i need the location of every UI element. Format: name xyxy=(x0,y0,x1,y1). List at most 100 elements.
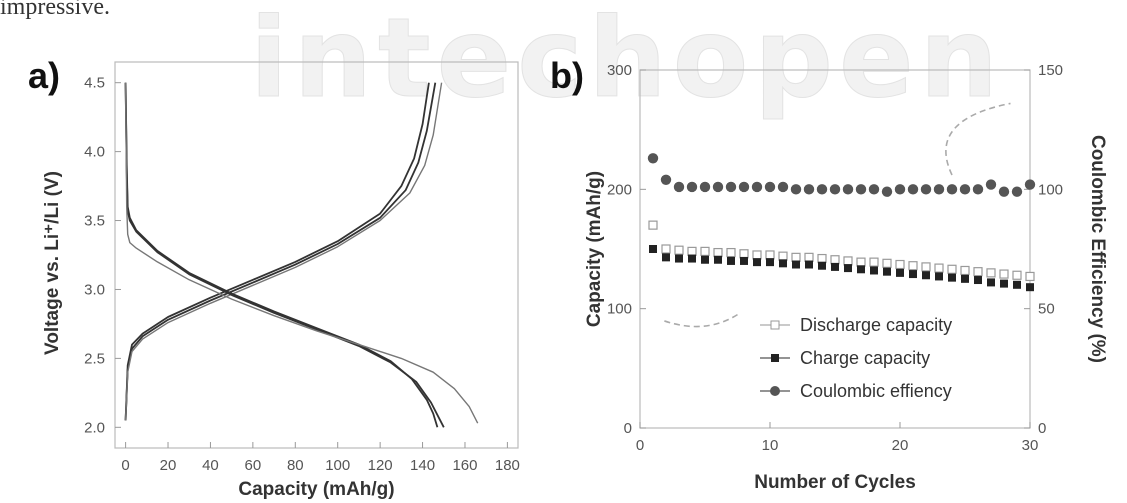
efficiency-point xyxy=(686,181,698,193)
efficiency-point xyxy=(751,181,763,193)
charge-point xyxy=(1013,280,1021,289)
panel-a-label: a) xyxy=(28,55,60,96)
charge-point xyxy=(740,256,748,265)
discharge-point xyxy=(791,252,801,262)
efficiency-point xyxy=(647,153,659,164)
efficiency-point xyxy=(829,184,841,195)
y-tick-label: 3.0 xyxy=(84,281,105,298)
efficiency-point xyxy=(881,186,893,197)
discharge-point xyxy=(778,251,788,261)
panel-b-frame xyxy=(639,69,1031,429)
charge-point xyxy=(792,260,800,269)
efficiency-point xyxy=(738,181,750,193)
header-text: impressive. xyxy=(0,0,110,20)
discharge-point xyxy=(752,250,762,260)
charge-point xyxy=(766,258,774,267)
discharge-curve xyxy=(124,82,479,424)
y-tick-label: 2.0 xyxy=(84,419,105,436)
charge-point xyxy=(961,274,969,283)
charge-point xyxy=(818,261,826,270)
y2-tick-label: 0 xyxy=(1038,420,1046,437)
efficiency-point xyxy=(660,174,672,185)
efficiency-point xyxy=(803,184,815,195)
discharge-point xyxy=(934,263,944,273)
efficiency-point xyxy=(907,184,919,195)
y-tick-label: 4.0 xyxy=(84,144,105,161)
discharge-point xyxy=(674,245,684,255)
discharge-curve xyxy=(124,82,439,428)
y-tick-label: 200 xyxy=(607,181,632,198)
charge-curve xyxy=(124,82,443,421)
discharge-point xyxy=(1012,270,1022,280)
legend-label: Discharge capacity xyxy=(800,315,952,335)
charge-point xyxy=(857,265,865,274)
charge-point xyxy=(948,273,956,282)
efficiency-point xyxy=(998,186,1010,197)
discharge-point xyxy=(986,268,996,278)
arrow-to-left-axis xyxy=(663,313,738,328)
discharge-curve xyxy=(124,82,445,428)
y2-tick-label: 100 xyxy=(1038,181,1063,198)
legend-marker xyxy=(770,386,780,396)
x-axis-label: Number of Cycles xyxy=(754,472,916,493)
legend-label: Charge capacity xyxy=(800,348,930,368)
y-tick-label: 100 xyxy=(607,301,632,318)
discharge-point xyxy=(999,269,1009,279)
x-tick-label: 100 xyxy=(325,457,350,474)
y2-tick-label: 150 xyxy=(1038,62,1063,79)
charge-point xyxy=(649,245,657,253)
charge-point xyxy=(896,268,904,277)
efficiency-point xyxy=(933,184,945,195)
charge-point xyxy=(1000,279,1008,288)
legend: Discharge capacity Charge capacity Coulomb… xyxy=(760,315,952,401)
efficiency-point xyxy=(920,184,932,195)
efficiency-point xyxy=(868,184,880,195)
discharge-point xyxy=(817,253,827,264)
y-axis-label: Capacity (mAh/g) xyxy=(584,171,605,327)
discharge-point xyxy=(700,246,710,256)
discharge-point xyxy=(648,220,658,230)
discharge-point xyxy=(973,267,983,277)
charge-point xyxy=(1026,283,1034,292)
discharge-point xyxy=(726,247,736,258)
efficiency-point xyxy=(790,184,802,195)
discharge-point xyxy=(661,244,671,254)
x-tick-label: 180 xyxy=(495,457,520,474)
discharge-point xyxy=(765,250,775,260)
charge-point xyxy=(662,253,670,262)
legend-label: Coulombic effiency xyxy=(800,381,952,401)
y-tick-label: 3.5 xyxy=(84,213,105,230)
x-tick-label: 40 xyxy=(202,457,219,474)
efficiency-point xyxy=(972,184,984,195)
x-tick-label: 10 xyxy=(762,437,779,454)
discharge-point xyxy=(804,252,814,262)
x-tick-label: 80 xyxy=(287,457,304,474)
charge-curve xyxy=(124,82,430,421)
discharge-point xyxy=(960,265,970,276)
legend-marker xyxy=(771,354,779,362)
legend-marker xyxy=(770,320,780,330)
charge-point xyxy=(701,255,709,264)
discharge-point xyxy=(830,255,840,265)
x-tick-label: 120 xyxy=(368,457,393,474)
efficiency-point xyxy=(725,181,737,193)
charge-point xyxy=(831,262,839,271)
charge-point xyxy=(844,264,852,273)
charge-curve xyxy=(124,82,437,421)
discharge-point xyxy=(869,257,879,267)
charge-point xyxy=(727,256,735,265)
charge-point xyxy=(675,254,683,263)
discharge-point xyxy=(856,257,866,267)
charge-point xyxy=(753,258,761,267)
charge-point xyxy=(779,259,787,268)
efficiency-point xyxy=(712,181,724,193)
efficiency-point xyxy=(855,184,867,195)
x-axis-label: Capacity (mAh/g) xyxy=(238,479,394,500)
x-tick-label: 160 xyxy=(452,457,477,474)
discharge-point xyxy=(882,258,892,268)
charge-point xyxy=(805,260,813,269)
discharge-point xyxy=(843,256,853,266)
discharge-point xyxy=(908,261,918,271)
